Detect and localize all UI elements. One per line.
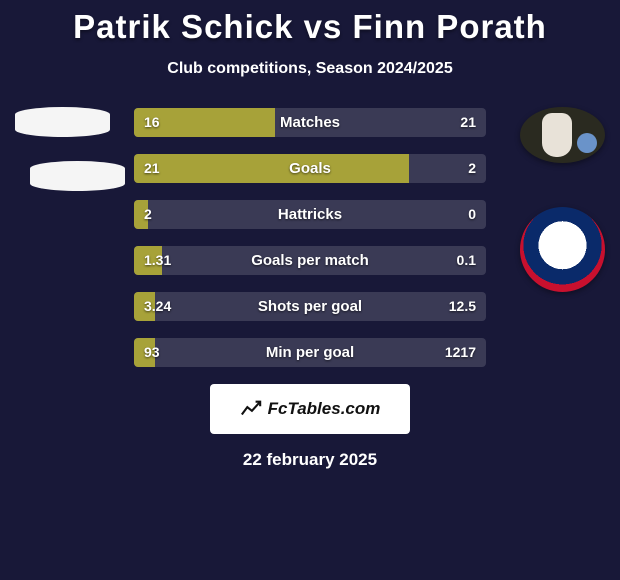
bar-fill-left: [134, 154, 409, 183]
page-title: Patrik Schick vs Finn Porath: [0, 8, 620, 46]
player1-club-logo: [30, 161, 125, 191]
brand-text: FcTables.com: [268, 399, 381, 419]
comparison-card: Patrik Schick vs Finn Porath Club compet…: [0, 0, 620, 470]
player2-avatar: [520, 107, 605, 163]
stat-row: 16Matches21: [134, 108, 486, 137]
stat-row: 2Hattricks0: [134, 200, 486, 229]
bar-fill-left: [134, 108, 275, 137]
stat-row: 93Min per goal1217: [134, 338, 486, 367]
stat-value-right: 12.5: [449, 292, 476, 321]
brand-badge: FcTables.com: [210, 384, 410, 434]
stat-label: Hattricks: [134, 200, 486, 229]
bar-fill-left: [134, 246, 162, 275]
brand-icon: [240, 398, 262, 420]
date-label: 22 february 2025: [0, 450, 620, 470]
stats-bars: 16Matches2121Goals22Hattricks01.31Goals …: [134, 108, 486, 367]
stat-row: 3.24Shots per goal12.5: [134, 292, 486, 321]
player2-club-logo: [520, 207, 605, 292]
stat-value-right: 1217: [445, 338, 476, 367]
player1-avatar: [15, 107, 110, 137]
stat-value-right: 2: [468, 154, 476, 183]
stat-label: Shots per goal: [134, 292, 486, 321]
bar-fill-left: [134, 292, 155, 321]
stat-value-right: 21: [460, 108, 476, 137]
page-subtitle: Club competitions, Season 2024/2025: [0, 60, 620, 78]
stat-label: Min per goal: [134, 338, 486, 367]
stat-row: 1.31Goals per match0.1: [134, 246, 486, 275]
bar-fill-left: [134, 338, 155, 367]
stat-value-right: 0.1: [457, 246, 476, 275]
bar-fill-left: [134, 200, 148, 229]
stat-row: 21Goals2: [134, 154, 486, 183]
stat-value-right: 0: [468, 200, 476, 229]
stat-label: Goals per match: [134, 246, 486, 275]
